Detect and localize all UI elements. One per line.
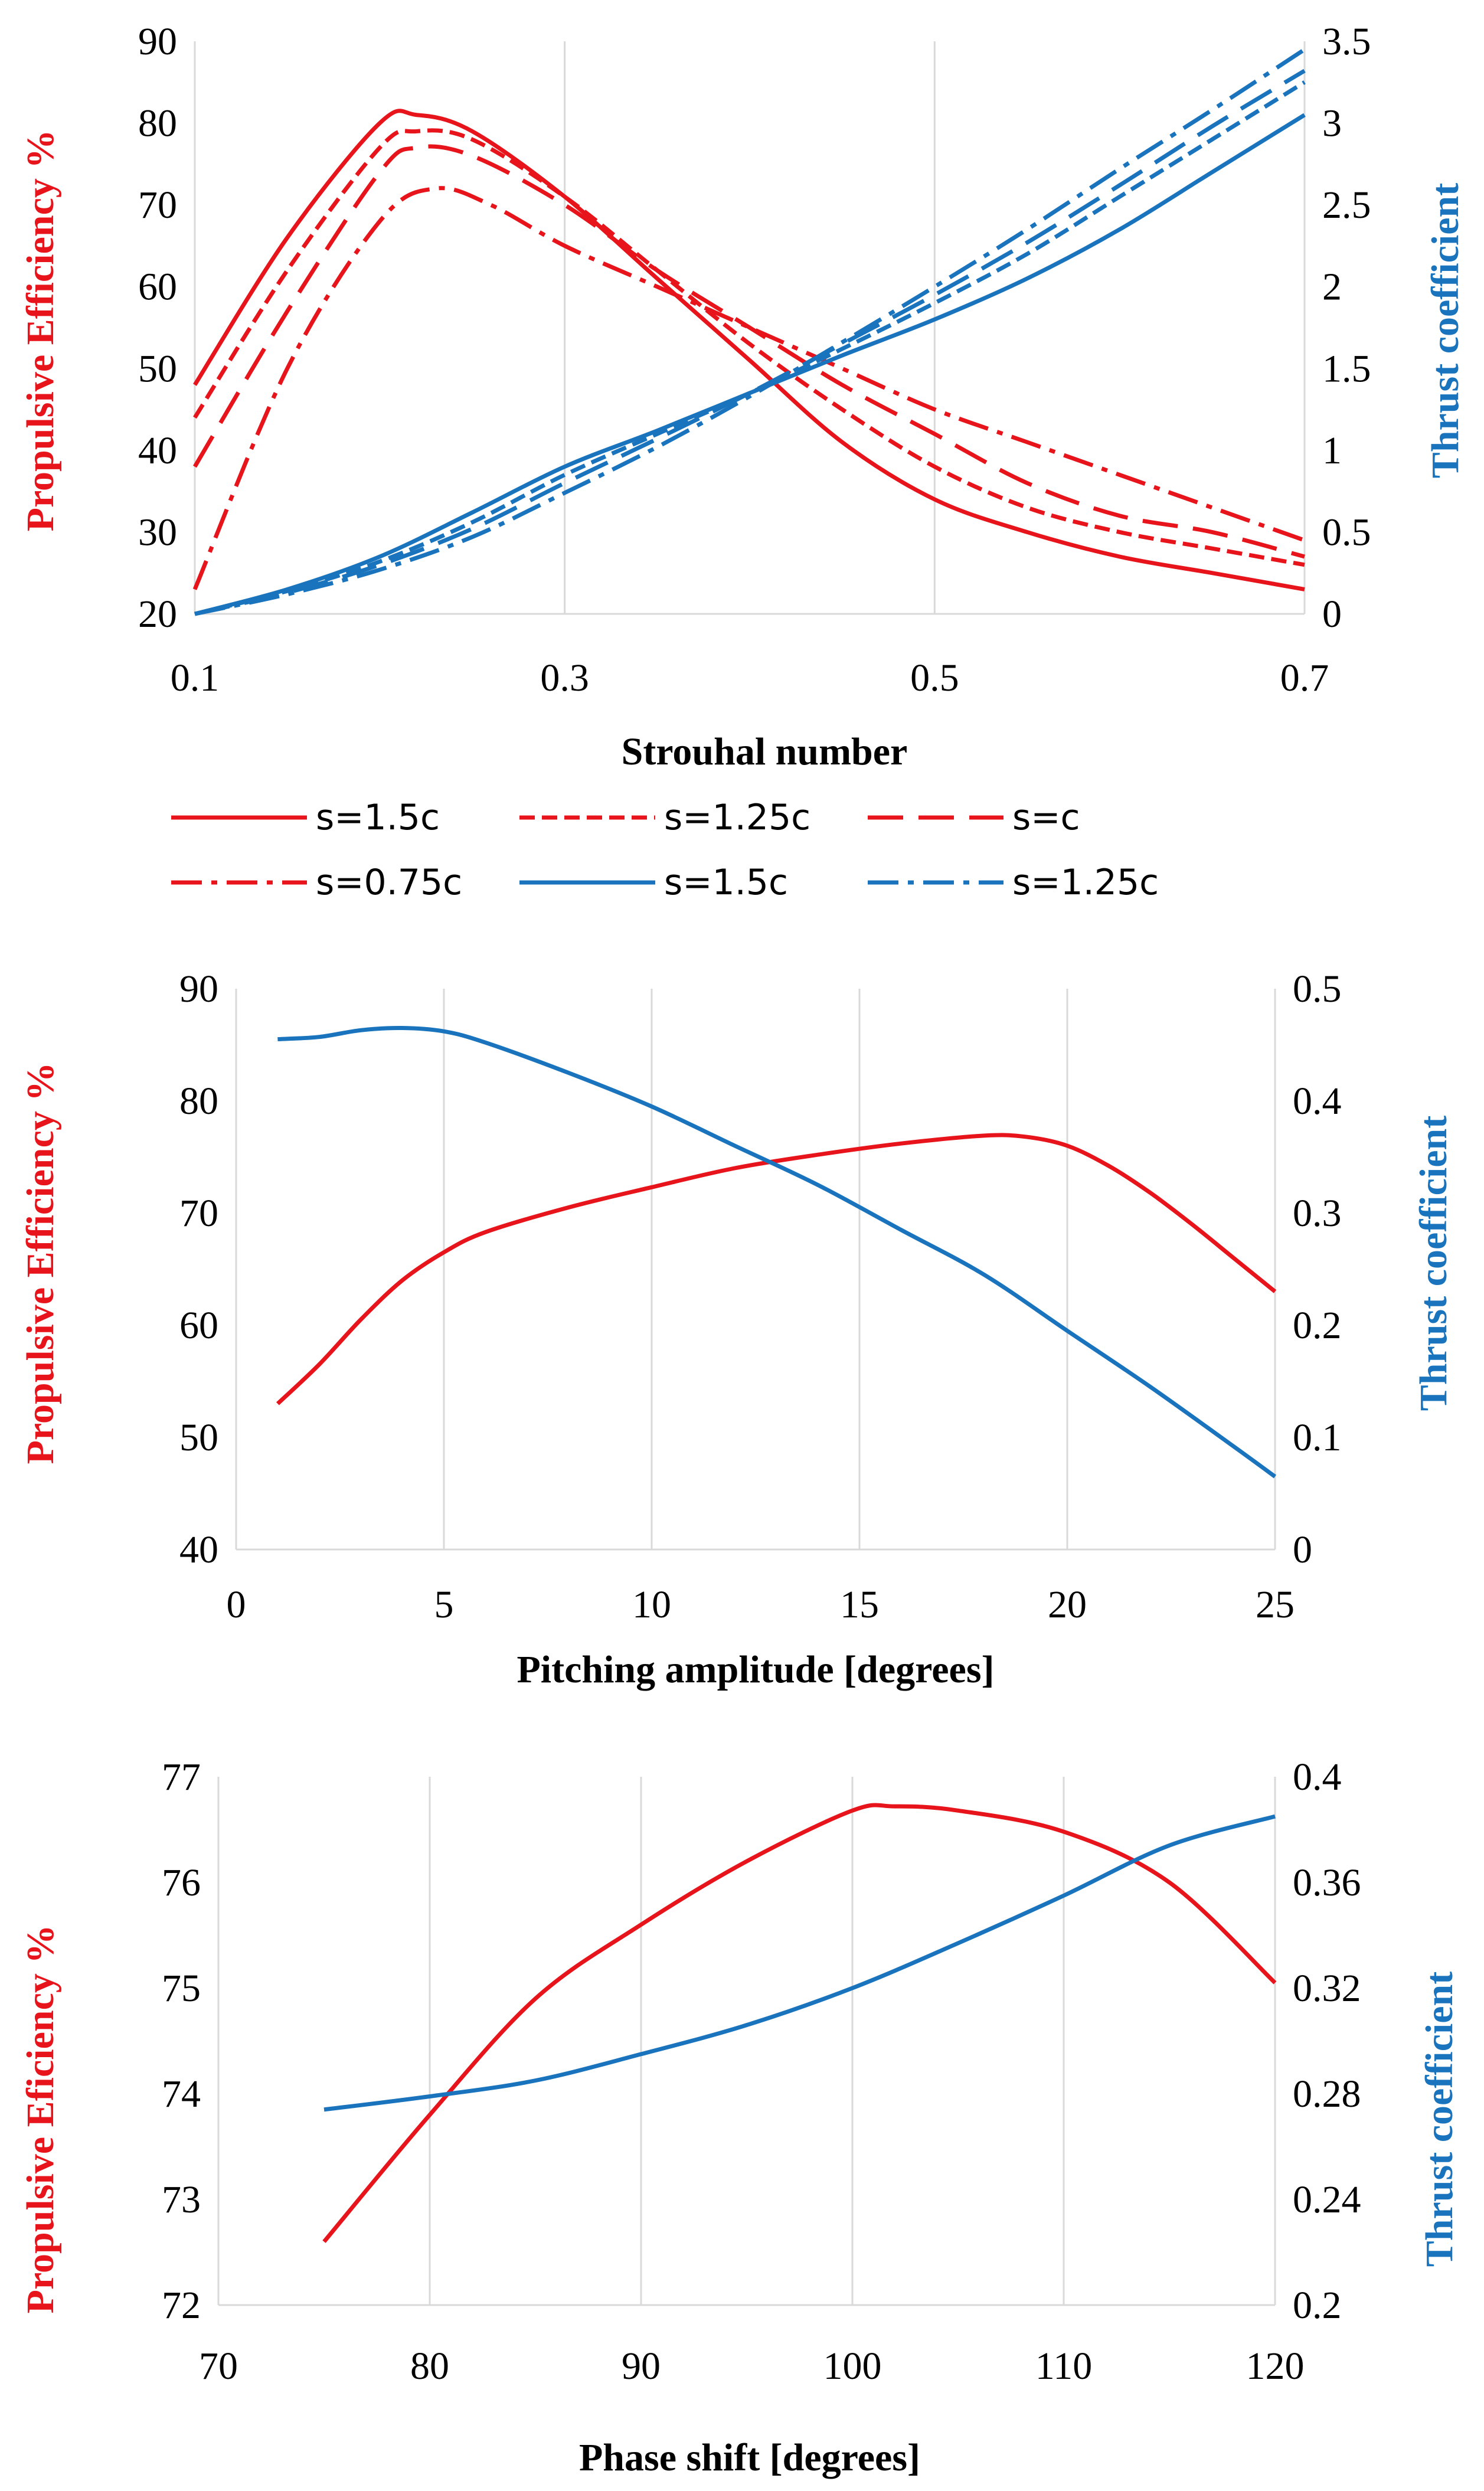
right-y-tick-label: 0.28 — [1293, 2072, 1361, 2116]
left-y-tick-label: 70 — [138, 184, 177, 227]
left-y-tick-label: 74 — [162, 2072, 201, 2116]
right-y-tick-label: 2 — [1322, 266, 1342, 309]
series-line-efficiency-0 — [276, 1133, 1277, 1405]
series-line-thrust-7 — [194, 47, 1306, 616]
series-line-efficiency-0 — [193, 109, 1305, 591]
x-axis-label-phase: Phase shift [degrees] — [579, 2436, 920, 2479]
right-y-tick-label: 0.4 — [1293, 1080, 1342, 1123]
left-y-tick-label: 75 — [162, 1967, 201, 2010]
left-axis-label-phase: Propulsive Eficiency % — [19, 1925, 62, 2314]
x-tick-label: 0 — [227, 1583, 246, 1626]
left-y-tick-label: 90 — [138, 20, 177, 63]
right-y-tick-label: 0.4 — [1293, 1756, 1342, 1799]
left-y-tick-label: 90 — [179, 967, 218, 1011]
right-y-tick-label: 0.1 — [1293, 1416, 1342, 1459]
right-y-tick-label: 3.5 — [1322, 20, 1371, 63]
series-line-efficiency-2 — [192, 144, 1305, 559]
x-tick-label: 10 — [632, 1583, 671, 1626]
left-y-tick-label: 60 — [179, 1304, 218, 1347]
x-tick-label: 110 — [1035, 2345, 1093, 2388]
x-tick-label: 0.1 — [171, 656, 220, 699]
legend-label: s=1.5c — [664, 862, 788, 903]
plot-area-pitching: 0 5 10 15 20 25 40 50 60 70 80 90 0 0.1 0.2 0.3 0.4 0.5 — [179, 967, 1342, 1626]
right-y-tick-label: 0.2 — [1293, 1304, 1342, 1347]
left-y-tick-label: 80 — [138, 102, 177, 145]
left-axis-label-pitching: Propulsive Efficiency % — [19, 1063, 62, 1464]
series-line-thrust-5 — [194, 80, 1306, 616]
x-tick-label: 100 — [823, 2345, 882, 2388]
left-y-tick-label: 77 — [162, 1756, 201, 1799]
panel-phase: 70 80 90 100 110 120 72 73 74 75 76 77 0.2 0.24 0.28 0.… — [19, 1756, 1461, 2479]
left-y-tick-label: 76 — [162, 1861, 201, 1904]
right-y-tick-label: 1.5 — [1322, 347, 1371, 390]
panel-strouhal: 0.1 0.3 0.5 0.7 20 30 40 50 60 70 80 90 0 0.5 1 1.5 2 2.5… — [19, 20, 1467, 903]
plot-area-strouhal: 0.1 0.3 0.5 0.7 20 30 40 50 60 70 80 90 0 0.5 1 1.5 2 2.5… — [138, 20, 1371, 699]
right-axis-label-strouhal: Thrust coefficient — [1424, 183, 1467, 478]
right-y-tick-label: 0 — [1322, 593, 1342, 636]
x-tick-label: 120 — [1246, 2345, 1305, 2388]
legend-label: s=c — [1012, 797, 1080, 838]
x-tick-label: 70 — [199, 2345, 238, 2388]
left-y-tick-label: 30 — [138, 511, 177, 554]
right-y-tick-label: 0.24 — [1293, 2178, 1361, 2221]
x-tick-label: 80 — [410, 2345, 449, 2388]
left-y-tick-label: 40 — [179, 1528, 218, 1571]
panel-pitching: 0 5 10 15 20 25 40 50 60 70 80 90 0 0.1 0.2 0.3 0.4 0.5 P… — [19, 967, 1455, 1691]
series-line-thrust-6 — [194, 68, 1306, 616]
x-tick-label: 5 — [434, 1583, 454, 1626]
right-y-tick-label: 0.5 — [1322, 511, 1371, 554]
legend-strouhal: s=1.5c s=1.25c s=c s=0.75c s=1.5c s=1.25c — [171, 797, 1159, 903]
right-y-tick-label: 1 — [1322, 429, 1342, 472]
left-y-tick-label: 70 — [179, 1192, 218, 1235]
right-y-tick-label: 3 — [1322, 102, 1342, 145]
series-line-efficiency-1 — [193, 128, 1305, 567]
series-line-efficiency-3 — [192, 186, 1306, 590]
right-y-tick-label: 0 — [1293, 1528, 1312, 1571]
right-y-tick-label: 0.36 — [1293, 1861, 1361, 1904]
left-y-tick-label: 73 — [162, 2178, 201, 2221]
right-axis-label-phase: Thrust coefficient — [1418, 1972, 1461, 2267]
left-y-tick-label: 50 — [138, 347, 177, 390]
left-y-tick-label: 20 — [138, 593, 177, 636]
left-y-tick-label: 60 — [138, 266, 177, 309]
series-line-thrust-1 — [277, 1025, 1277, 1479]
right-y-tick-label: 2.5 — [1322, 184, 1371, 227]
x-tick-label: 0.7 — [1280, 656, 1329, 699]
x-tick-label: 25 — [1256, 1583, 1295, 1626]
x-tick-label: 0.3 — [540, 656, 589, 699]
x-axis-label-pitching: Pitching amplitude [degrees] — [517, 1648, 994, 1691]
left-y-tick-label: 50 — [179, 1416, 218, 1459]
left-axis-label-strouhal: Propulsive Efficiency % — [19, 130, 62, 532]
series-line-efficiency-0 — [322, 1803, 1277, 2243]
x-axis-label-strouhal: Strouhal number — [622, 730, 908, 773]
right-y-tick-label: 0.32 — [1293, 1967, 1361, 2010]
left-y-tick-label: 80 — [179, 1080, 218, 1123]
right-axis-label-pitching: Thrust coefficient — [1412, 1116, 1455, 1411]
x-tick-label: 90 — [622, 2345, 661, 2388]
series-line-thrust-1 — [323, 1814, 1276, 2112]
plot-area-phase: 70 80 90 100 110 120 72 73 74 75 76 77 0.2 0.24 0.28 0.… — [162, 1756, 1361, 2388]
right-y-tick-label: 0.3 — [1293, 1192, 1342, 1235]
legend-label: s=1.5c — [316, 797, 440, 838]
x-tick-label: 0.5 — [910, 656, 959, 699]
right-y-tick-label: 0.2 — [1293, 2284, 1342, 2327]
legend-label: s=1.25c — [1012, 862, 1159, 903]
legend-label: s=1.25c — [664, 797, 810, 838]
x-tick-label: 20 — [1048, 1583, 1087, 1626]
left-y-tick-label: 40 — [138, 429, 177, 472]
x-tick-label: 15 — [840, 1583, 879, 1626]
series-line-thrust-4 — [194, 113, 1306, 616]
legend-label: s=0.75c — [316, 862, 462, 903]
right-y-tick-label: 0.5 — [1293, 967, 1342, 1011]
left-y-tick-label: 72 — [162, 2284, 201, 2327]
